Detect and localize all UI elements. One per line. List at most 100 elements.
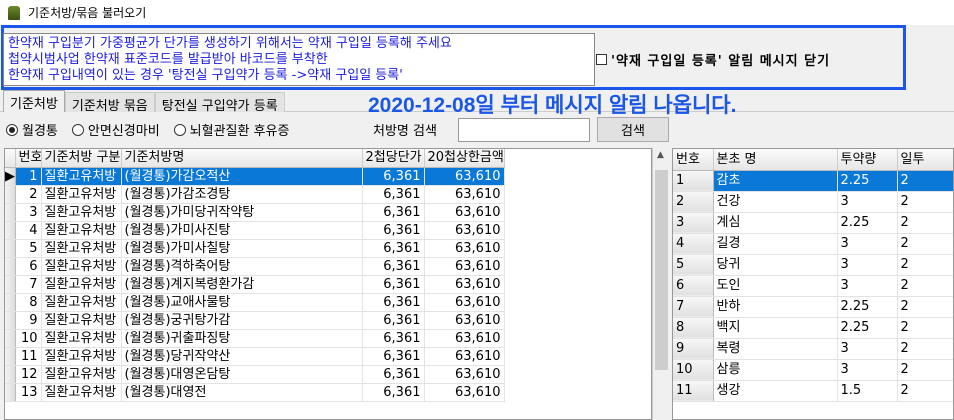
table-cell: 질환고유처방 [41,293,122,312]
table-cell: 7 [15,275,42,294]
table-cell: 63,610 [424,275,505,294]
table-row[interactable]: 3 계심 2.25 2 [673,212,953,234]
tab-standard-prescription[interactable]: 기준처방 [3,90,65,112]
table-cell: 7 [673,296,714,318]
table-cell: 4 [15,221,42,240]
column-header[interactable]: 번호 [673,149,714,171]
table-cell: 8 [15,293,42,312]
radio-selected-icon[interactable] [6,123,18,136]
table-row[interactable]: 4 길경 3 2 [673,233,953,255]
row-selector[interactable]: ▶ [5,167,16,186]
column-header[interactable]: 기준처방 구분 [41,149,122,168]
radio-stroke-sequelae[interactable]: 뇌혈관질환 후유증 [173,120,289,139]
table-row[interactable]: 9 복령 3 2 [673,338,953,360]
table-row[interactable]: 2 건강 3 2 [673,191,953,213]
table-row[interactable]: 2 질환고유처방 (월경통)가감조경탕 6,361 63,610 [5,185,651,204]
notice-message-box: 한약재 구입분기 가중평균가 단가를 생성하기 위해서는 약재 구입일 등록해 … [3,33,595,86]
table-row[interactable]: 7 질환고유처방 (월경통)계지복령환가감 6,361 63,610 [5,275,651,294]
table-row[interactable]: ▶ 1 질환고유처방 (월경통)가감오적산 6,361 63,610 [5,167,651,186]
table-row[interactable]: 11 생강 1.5 2 [673,380,953,402]
table-cell-empty [504,275,651,293]
table-row[interactable]: 13 질환고유처방 (월경통)대영전 6,361 63,610 [5,383,651,402]
table-cell: 3 [837,191,898,213]
tab-purchase-price-registration[interactable]: 탕전실 구입약가 등록 [154,92,285,114]
close-notice-checkbox[interactable]: '약재 구입일 등록' 알림 메시지 닫기 [596,50,830,69]
table-row[interactable]: 10 삼릉 3 2 [673,359,953,381]
table-cell: 6,361 [362,257,425,276]
table-cell-empty [504,329,651,347]
search-button[interactable]: 검색 [597,117,669,142]
row-selector[interactable] [5,329,16,348]
table-cell: 6 [673,275,714,297]
column-header[interactable]: 기준처방명 [121,149,363,168]
column-header[interactable]: 본초 명 [713,149,838,171]
table-cell: 6,361 [362,347,425,366]
checkbox-box[interactable] [596,54,607,65]
table-row[interactable]: 3 질환고유처방 (월경통)가미당귀작약탕 6,361 63,610 [5,203,651,222]
column-header[interactable]: 2첩당단가 [362,149,425,168]
table-cell: 2 [897,275,953,297]
table-cell: (월경통)당귀작약산 [121,347,363,366]
table-row[interactable]: 8 백지 2.25 2 [673,317,953,339]
table-cell: 당귀 [713,254,838,276]
table-cell: 질환고유처방 [41,203,122,222]
table-row[interactable]: 6 질환고유처방 (월경통)격하축어탕 6,361 63,610 [5,257,651,276]
column-header[interactable]: 20첩상한금액 [424,149,505,168]
notice-line: 첩약시범사업 한약재 표준코드를 발급받아 바코드를 부착한 [8,52,328,67]
radio-icon[interactable] [71,123,84,136]
table-cell: (월경통)가감오적산 [121,167,363,186]
table-cell-empty [504,239,651,257]
column-header[interactable]: 일투 [897,149,953,171]
row-selector[interactable] [5,239,16,258]
row-selector[interactable] [5,383,16,402]
row-selector[interactable] [5,347,16,366]
radio-icon[interactable] [173,123,186,136]
notice-line: 한약재 구입분기 가중평균가 단가를 생성하기 위해서는 약재 구입일 등록해 … [8,36,452,51]
table-row[interactable]: 6 도인 3 2 [673,275,953,297]
table-row[interactable]: 7 반하 2.25 2 [673,296,953,318]
table-row[interactable]: 9 질환고유처방 (월경통)궁귀탕가감 6,361 63,610 [5,311,651,330]
table-cell: 3 [673,212,714,234]
table-cell: 6,361 [362,185,425,204]
row-selector[interactable] [5,293,16,312]
table-row[interactable]: 10 질환고유처방 (월경통)귀출파징탕 6,361 63,610 [5,329,651,348]
table-cell: (월경통)격하축어탕 [121,257,363,276]
table-row[interactable]: 8 질환고유처방 (월경통)교애사물탕 6,361 63,610 [5,293,651,312]
radio-facial-palsy[interactable]: 안면신경마비 [71,120,160,139]
table-cell: 6,361 [362,311,425,330]
table-cell: 63,610 [424,239,505,258]
table-cell: 63,610 [424,347,505,366]
search-input[interactable] [458,118,590,142]
scrollbar-thumb[interactable] [655,170,668,370]
table-cell: (월경통)가미사진탕 [121,221,363,240]
table-row[interactable]: 4 질환고유처방 (월경통)가미사진탕 6,361 63,610 [5,221,651,240]
table-cell: (월경통)궁귀탕가감 [121,311,363,330]
table-cell: 건강 [713,191,838,213]
table-cell: (월경통)귀출파징탕 [121,329,363,348]
radio-label: 안면신경마비 [87,124,160,139]
vertical-scrollbar[interactable]: ▲ [652,148,669,420]
radio-dysmenorrhea[interactable]: 월경통 [6,120,58,139]
table-cell: (월경통)교애사물탕 [121,293,363,312]
table-cell: 1.5 [837,380,898,402]
row-selector[interactable] [5,257,16,276]
row-selector[interactable] [5,203,16,222]
row-selector[interactable] [5,365,16,384]
row-selector[interactable] [5,275,16,294]
row-selector[interactable] [5,185,16,204]
column-header[interactable]: 투약량 [837,149,898,171]
column-header[interactable]: 번호 [15,149,42,168]
table-cell: 질환고유처방 [41,185,122,204]
scroll-up-icon[interactable]: ▲ [657,150,664,160]
table-row[interactable]: 1 감초 2.25 2 [673,170,953,192]
notice-line: 한약재 구입내역이 있는 경우 '탕전실 구입약가 등록 ->약재 구입일 등록… [8,68,403,83]
table-row[interactable]: 12 질환고유처방 (월경통)대영온담탕 6,361 63,610 [5,365,651,384]
row-selector[interactable] [5,311,16,330]
prescription-grid: 번호 기준처방 구분 기준처방명 2첩당단가 20첩상한금액 ▶ 1 질환고유처방(… [4,148,652,420]
table-row[interactable]: 5 질환고유처방 (월경통)가미사칠탕 6,361 63,610 [5,239,651,258]
table-cell: (월경통)가미사칠탕 [121,239,363,258]
table-row[interactable]: 5 당귀 3 2 [673,254,953,276]
table-row[interactable]: 11 질환고유처방 (월경통)당귀작약산 6,361 63,610 [5,347,651,366]
row-selector[interactable] [5,221,16,240]
tab-prescription-bundle[interactable]: 기준처방 묶음 [64,92,155,114]
